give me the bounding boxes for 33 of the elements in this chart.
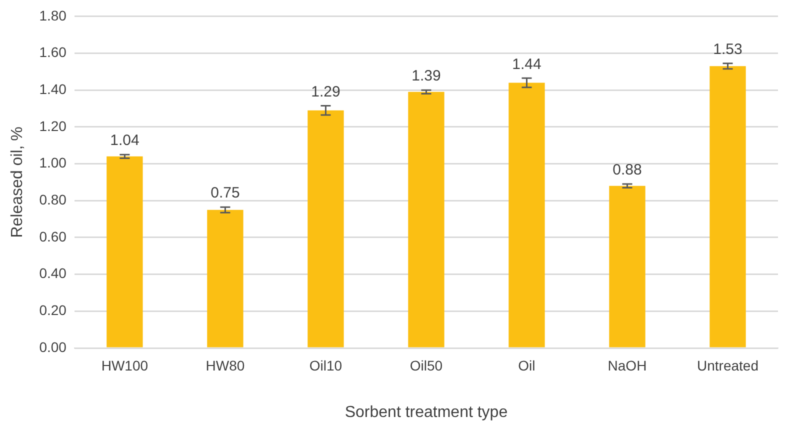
data-label: 1.44 xyxy=(512,56,542,73)
x-tick-label: Oil10 xyxy=(309,357,342,374)
y-tick-label: 1.60 xyxy=(39,44,67,60)
data-label: 0.75 xyxy=(210,184,240,202)
y-tick-label: 1.40 xyxy=(39,80,67,97)
bar xyxy=(106,156,143,348)
bar xyxy=(408,92,444,348)
data-label: 1.29 xyxy=(311,83,340,100)
x-tick-label: Oil50 xyxy=(410,357,443,374)
data-label: 1.04 xyxy=(110,132,140,150)
x-tick-label: HW100 xyxy=(101,357,148,374)
y-tick-label: 0.40 xyxy=(39,265,67,282)
x-tick-label: NaOH xyxy=(608,357,647,374)
bar xyxy=(508,82,545,348)
y-tick-label: 1.00 xyxy=(39,154,67,171)
y-tick-label: 0.20 xyxy=(39,302,67,318)
data-label: 1.39 xyxy=(412,68,441,85)
y-tick-label: 0.00 xyxy=(39,338,67,355)
x-tick-label: Untreated xyxy=(697,357,758,374)
data-label: 1.53 xyxy=(713,41,742,58)
y-tick-label: 1.80 xyxy=(39,7,67,24)
y-axis-title: Released oil, % xyxy=(9,126,26,238)
x-tick-label: HW80 xyxy=(206,357,245,374)
y-tick-label: 0.80 xyxy=(39,191,67,208)
bar xyxy=(308,110,344,348)
data-label: 0.88 xyxy=(612,162,642,179)
x-axis-title: Sorbent treatment type xyxy=(344,404,508,421)
bar xyxy=(710,66,746,348)
bar xyxy=(609,186,646,348)
x-tick-label: Oil xyxy=(518,357,536,374)
y-tick-label: 1.20 xyxy=(39,118,67,134)
bar xyxy=(207,210,244,348)
y-tick-label: 0.60 xyxy=(39,228,67,244)
